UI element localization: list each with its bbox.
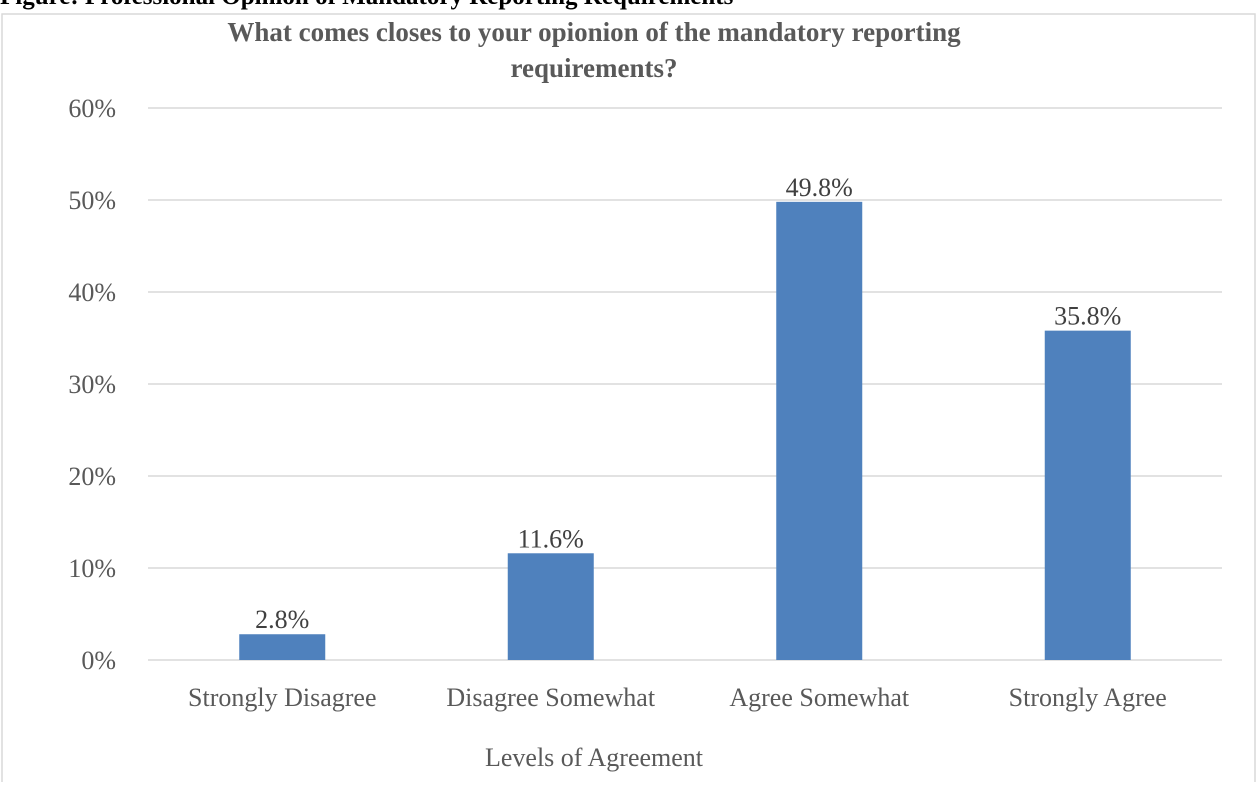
chart-title-line-2: requirements? (511, 53, 678, 83)
y-tick-label: 20% (68, 462, 116, 491)
y-tick-label: 30% (68, 370, 116, 399)
category-label: Strongly Disagree (188, 683, 376, 712)
data-labels: 2.8% 11.6% 49.8% 35.8% (255, 173, 1121, 634)
y-tick-label: 50% (68, 186, 116, 215)
y-tick-label: 0% (81, 646, 116, 675)
data-label: 49.8% (786, 173, 853, 202)
y-tick-label: 60% (68, 94, 116, 123)
data-label: 35.8% (1054, 302, 1121, 331)
data-label: 11.6% (518, 524, 584, 553)
category-label: Agree Somewhat (729, 683, 910, 712)
bar-strongly-disagree (239, 634, 326, 660)
data-label: 2.8% (255, 605, 309, 634)
y-axis-ticks: 0% 10% 20% 30% 40% 50% 60% (68, 94, 116, 675)
x-axis-title: Levels of Agreement (485, 743, 704, 772)
gridlines (148, 107, 1222, 661)
page-heading: Figure: Professional Opinion of Mandator… (0, 0, 734, 10)
category-label: Strongly Agree (1009, 683, 1167, 712)
bar-agree-somewhat (776, 201, 863, 660)
chart-title: What comes closes to your opionion of th… (227, 17, 961, 83)
category-label: Disagree Somewhat (446, 683, 655, 712)
chart-title-line-1: What comes closes to your opionion of th… (227, 17, 961, 47)
y-tick-label: 10% (68, 554, 116, 583)
y-tick-label: 40% (68, 278, 116, 307)
bar-strongly-agree (1044, 330, 1131, 660)
bars (239, 201, 1131, 660)
bar-disagree-somewhat (507, 553, 594, 660)
x-axis-categories: Strongly Disagree Disagree Somewhat Agree … (188, 683, 1167, 712)
